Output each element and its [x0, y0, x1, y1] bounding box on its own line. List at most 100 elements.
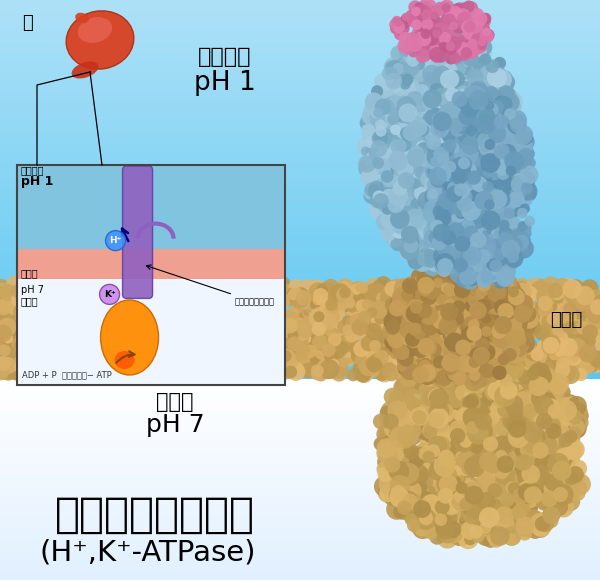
Circle shape: [457, 43, 470, 57]
Circle shape: [463, 265, 478, 280]
Circle shape: [460, 435, 472, 448]
Circle shape: [128, 304, 145, 321]
Circle shape: [527, 523, 543, 539]
Circle shape: [377, 466, 393, 482]
Circle shape: [509, 166, 524, 180]
Circle shape: [132, 297, 149, 313]
Circle shape: [96, 296, 115, 314]
Circle shape: [501, 138, 514, 150]
Circle shape: [509, 438, 529, 458]
Circle shape: [428, 237, 439, 248]
Circle shape: [53, 330, 65, 342]
Circle shape: [439, 242, 458, 261]
Circle shape: [49, 321, 64, 336]
Circle shape: [461, 197, 472, 208]
Circle shape: [155, 364, 170, 379]
Circle shape: [533, 378, 549, 393]
Circle shape: [55, 294, 71, 311]
Circle shape: [481, 238, 496, 254]
Circle shape: [349, 346, 365, 363]
Circle shape: [466, 325, 482, 341]
Circle shape: [358, 293, 370, 306]
Circle shape: [404, 360, 423, 379]
Circle shape: [447, 480, 465, 498]
Circle shape: [83, 284, 93, 293]
Circle shape: [221, 330, 240, 349]
Circle shape: [156, 335, 174, 353]
Circle shape: [417, 153, 431, 167]
Circle shape: [175, 355, 194, 374]
Circle shape: [359, 114, 377, 132]
Circle shape: [496, 359, 508, 371]
Circle shape: [202, 352, 212, 362]
Circle shape: [464, 394, 479, 409]
Circle shape: [379, 126, 396, 143]
Circle shape: [178, 290, 188, 300]
Circle shape: [483, 119, 496, 133]
Circle shape: [503, 320, 517, 334]
Circle shape: [460, 55, 472, 67]
Circle shape: [508, 427, 529, 448]
Circle shape: [336, 296, 352, 311]
Circle shape: [452, 198, 472, 218]
Circle shape: [119, 282, 129, 292]
Circle shape: [188, 306, 206, 323]
Circle shape: [241, 285, 252, 296]
Circle shape: [426, 34, 439, 46]
Circle shape: [520, 341, 536, 358]
Circle shape: [445, 260, 458, 274]
Circle shape: [179, 282, 191, 295]
Circle shape: [355, 367, 371, 383]
Circle shape: [405, 10, 417, 21]
Circle shape: [537, 339, 553, 354]
Circle shape: [380, 320, 395, 336]
Circle shape: [319, 356, 332, 369]
Circle shape: [130, 288, 148, 306]
Circle shape: [504, 151, 524, 170]
Circle shape: [428, 311, 438, 321]
Circle shape: [486, 340, 499, 353]
Circle shape: [494, 396, 506, 408]
Circle shape: [554, 425, 571, 441]
Circle shape: [558, 415, 575, 433]
Circle shape: [506, 430, 521, 445]
Circle shape: [405, 66, 421, 82]
Circle shape: [552, 484, 574, 505]
Circle shape: [515, 370, 530, 385]
Circle shape: [38, 335, 49, 345]
Circle shape: [477, 369, 488, 380]
Circle shape: [458, 415, 479, 436]
Circle shape: [512, 146, 525, 158]
Circle shape: [376, 213, 393, 230]
Circle shape: [485, 123, 501, 139]
Circle shape: [449, 259, 460, 270]
Circle shape: [443, 106, 459, 122]
Circle shape: [295, 315, 311, 331]
Circle shape: [70, 317, 86, 334]
Circle shape: [336, 296, 348, 308]
Circle shape: [395, 304, 408, 317]
Circle shape: [471, 184, 485, 199]
Circle shape: [447, 250, 463, 265]
Circle shape: [400, 418, 418, 435]
Circle shape: [496, 313, 512, 330]
Circle shape: [474, 143, 493, 161]
Circle shape: [454, 117, 469, 132]
Circle shape: [459, 275, 472, 288]
Circle shape: [491, 200, 504, 213]
Circle shape: [45, 279, 62, 296]
Circle shape: [539, 454, 557, 472]
Circle shape: [447, 290, 457, 300]
Circle shape: [443, 521, 461, 538]
Circle shape: [296, 324, 312, 340]
Circle shape: [425, 192, 436, 202]
Circle shape: [391, 139, 407, 155]
Circle shape: [456, 339, 475, 357]
Circle shape: [436, 200, 454, 218]
Circle shape: [413, 121, 423, 131]
Circle shape: [470, 364, 488, 381]
Circle shape: [65, 281, 82, 298]
Circle shape: [445, 241, 458, 255]
Circle shape: [345, 306, 356, 317]
Circle shape: [410, 79, 427, 96]
